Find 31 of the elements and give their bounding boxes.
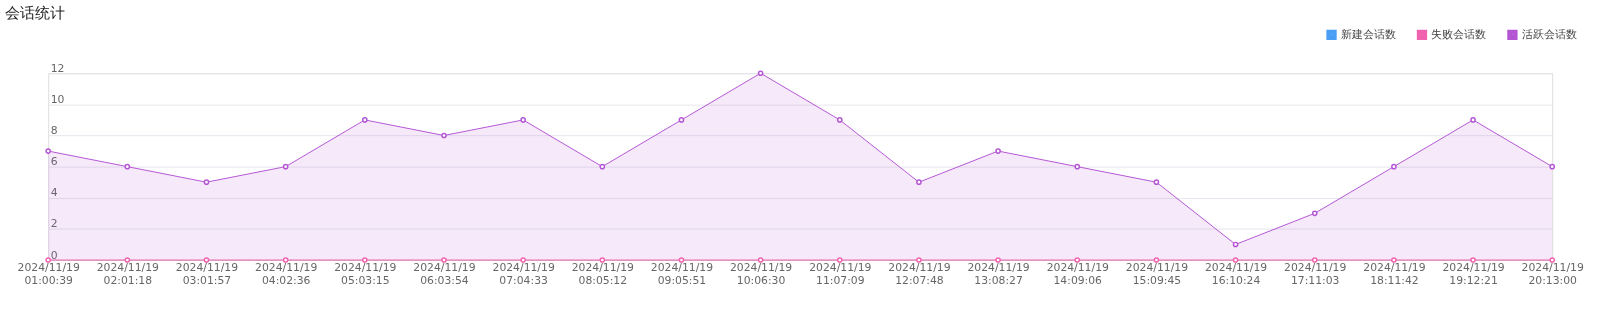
x-tick-label: 2024/11/19 05:03:15 xyxy=(334,261,397,288)
y-tick-label: 6 xyxy=(50,155,58,169)
x-tick-label: 2024/11/19 03:01:57 xyxy=(175,261,239,288)
legend-label: 活跃会话数 xyxy=(1521,27,1577,41)
x-tick-label: 2024/11/19 04:02:36 xyxy=(255,261,318,288)
x-tick-label: 2024/11/19 14:09:06 xyxy=(1046,261,1109,288)
x-tick-label: 2024/11/19 16:10:24 xyxy=(1204,261,1268,288)
x-tick-label: 2024/11/19 10:06:30 xyxy=(729,261,793,288)
x-tick-label: 2024/11/19 13:08:27 xyxy=(967,261,1030,288)
legend-label: 失败会话数 xyxy=(1431,27,1487,41)
x-tick-label: 2024/11/19 11:07:09 xyxy=(809,261,872,288)
x-tick-label: 2024/11/19 18:11:42 xyxy=(1363,261,1426,288)
x-tick-label: 2024/11/19 15:09:45 xyxy=(1125,261,1189,288)
y-tick-label: 8 xyxy=(50,124,58,138)
y-tick-label: 12 xyxy=(50,61,65,75)
x-tick-label: 2024/11/19 07:04:33 xyxy=(492,261,555,288)
x-tick-label: 2024/11/19 06:03:54 xyxy=(413,261,476,288)
x-tick-label: 2024/11/19 09:05:51 xyxy=(650,261,714,288)
x-tick-label: 2024/11/19 19:12:21 xyxy=(1442,261,1505,288)
x-tick-label: 2024/11/19 20:13:00 xyxy=(1521,261,1584,288)
x-tick-label: 2024/11/19 12:07:48 xyxy=(888,261,951,288)
x-tick-label: 2024/11/19 17:11:03 xyxy=(1284,261,1347,288)
chart-title: 会话统计 xyxy=(5,4,66,22)
y-tick-label: 10 xyxy=(50,92,65,106)
y-tick-label: 0 xyxy=(50,248,58,262)
x-tick-label: 2024/11/19 02:01:18 xyxy=(96,261,160,288)
x-tick-label: 2024/11/19 08:05:12 xyxy=(571,261,635,288)
legend-label: 新建会话数 xyxy=(1340,27,1396,41)
x-tick-label: 2024/11/19 01:00:39 xyxy=(17,261,80,288)
y-tick-label: 4 xyxy=(50,186,58,200)
y-tick-label: 2 xyxy=(50,217,58,231)
